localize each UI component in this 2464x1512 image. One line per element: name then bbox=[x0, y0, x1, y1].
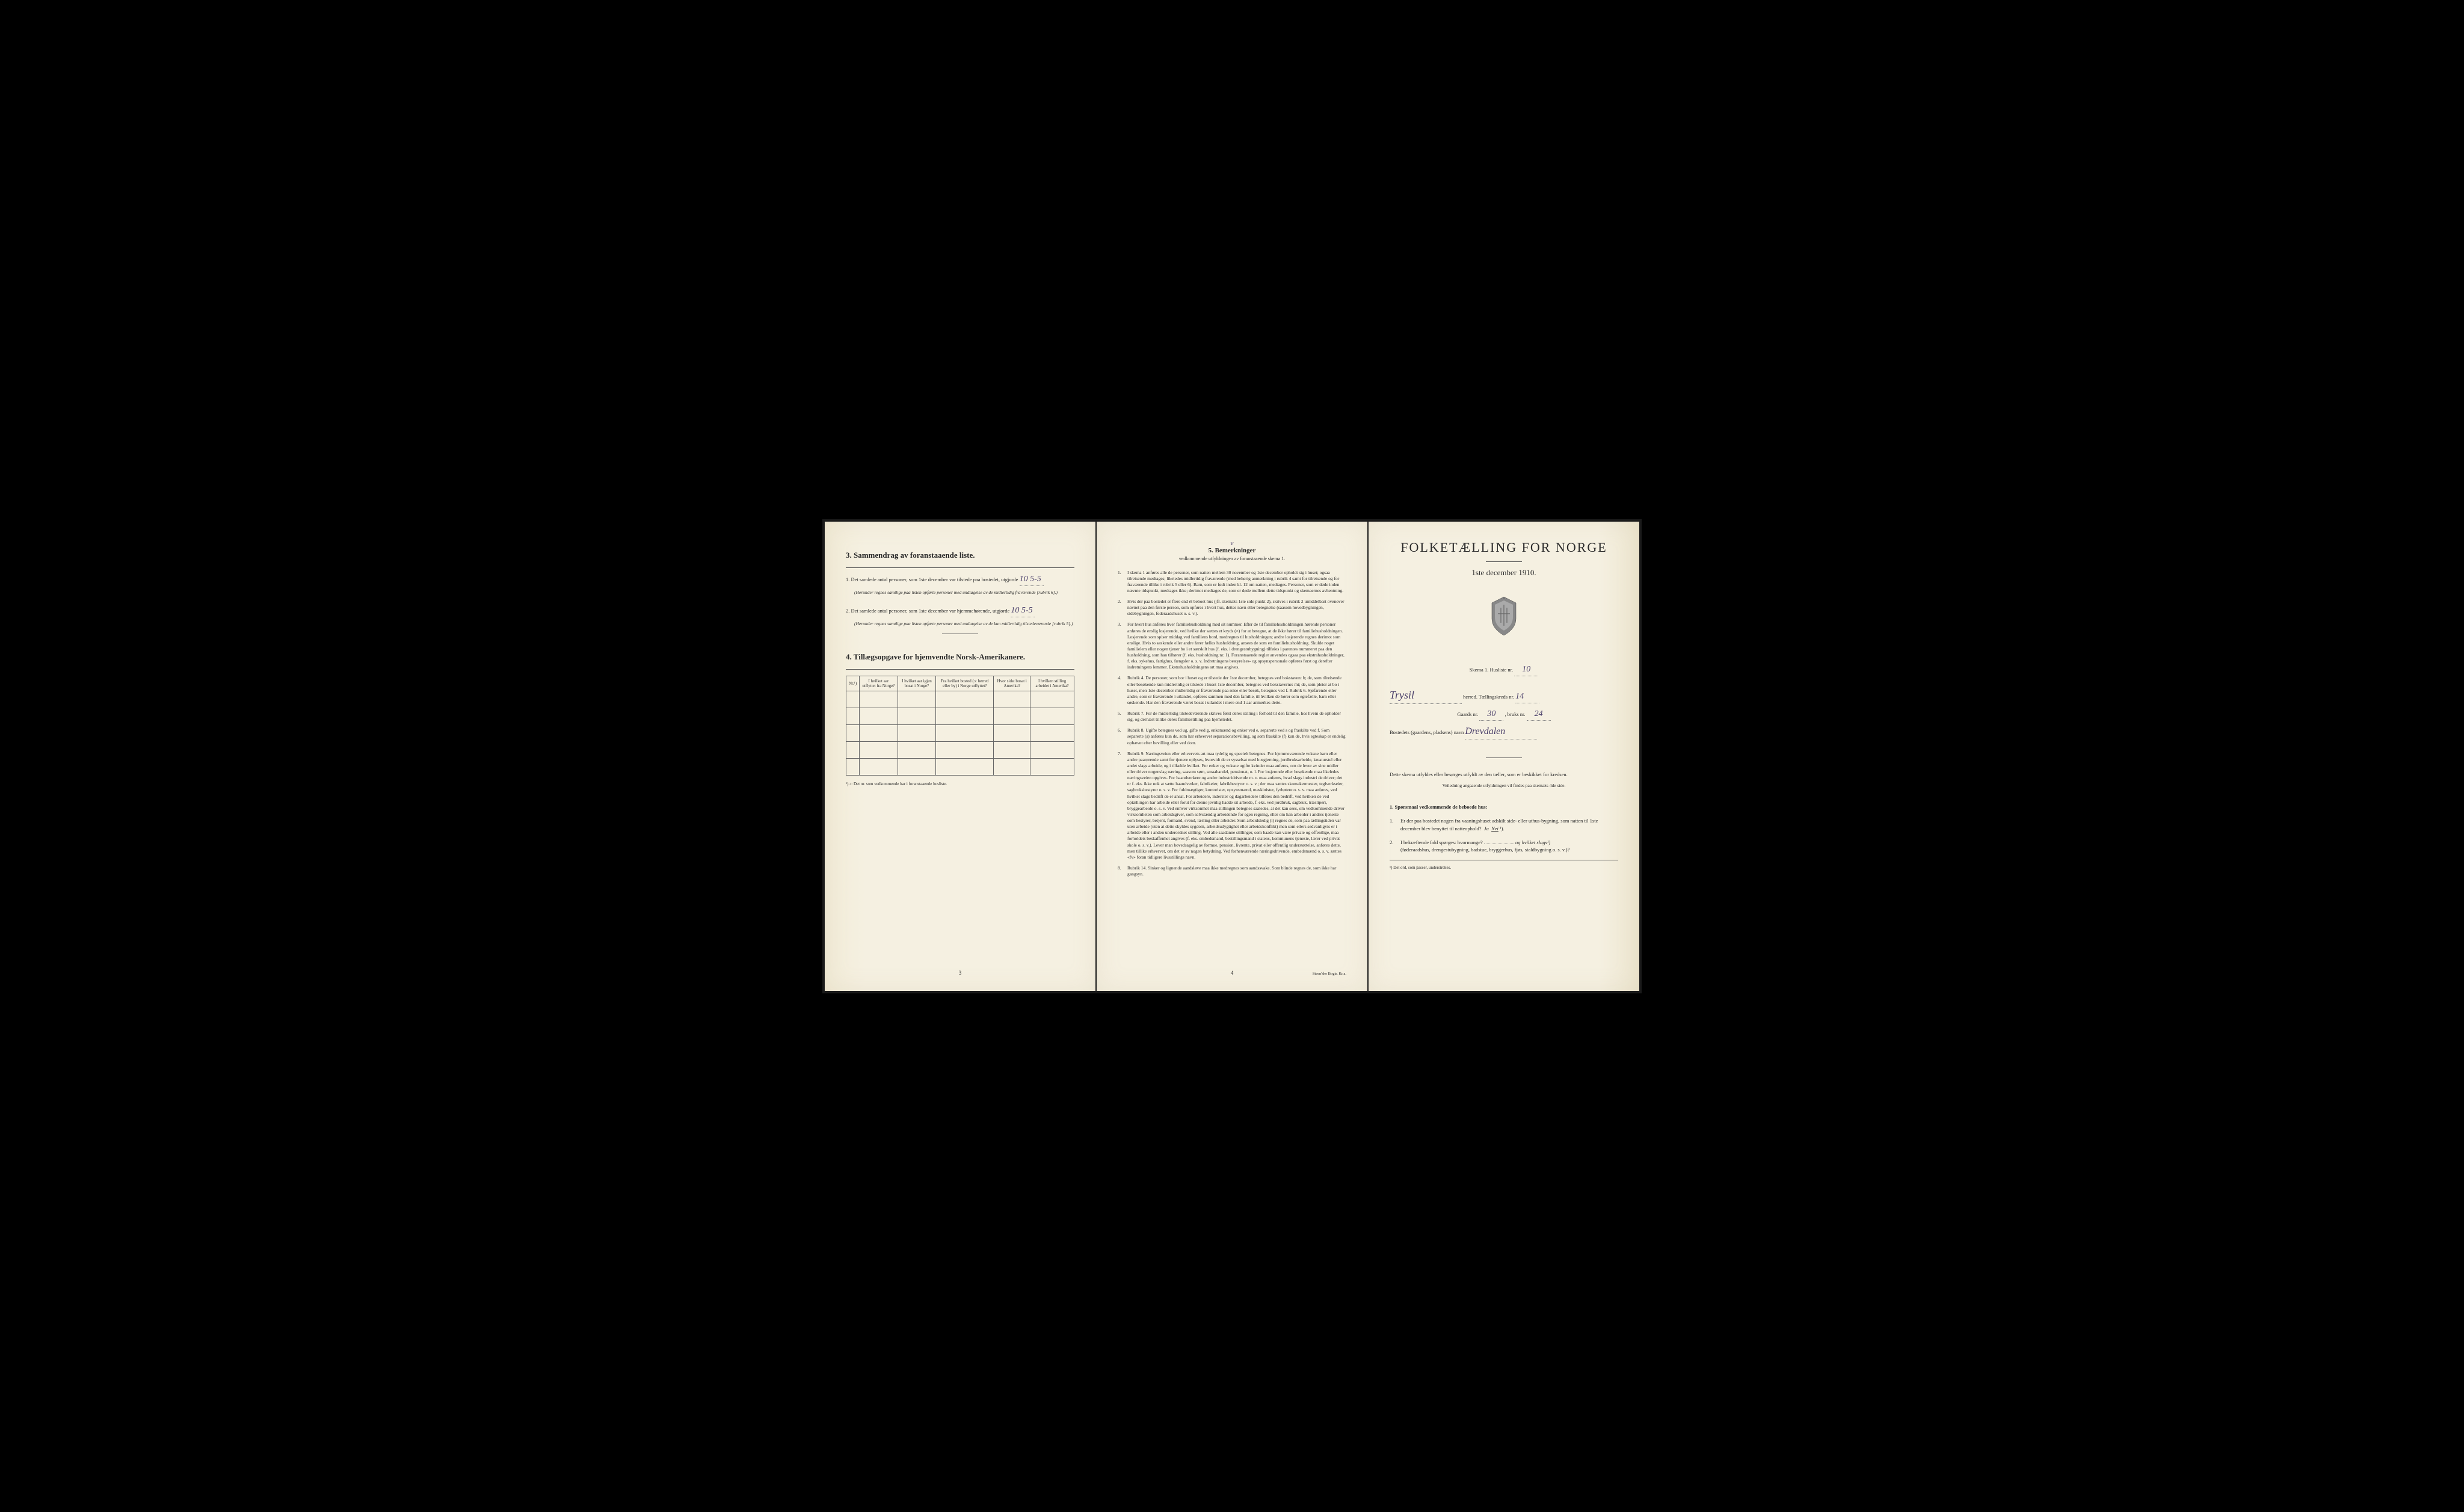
printer-note: Steen'ske Bogtr. Kr.a. bbox=[1313, 972, 1346, 976]
remark-6: 6.Rubrik 8. Ugifte betegnes ved ug, gift… bbox=[1127, 727, 1346, 745]
bruks-nr: 24 bbox=[1527, 708, 1551, 721]
remark-8: 8.Rubrik 14. Sinker og lignende aandsløv… bbox=[1127, 865, 1346, 877]
handwritten-total-resident: 10 5-5 bbox=[1011, 604, 1035, 617]
col-america-job: I hvilken stilling arbeidet i Amerika? bbox=[1030, 676, 1074, 691]
question-1: 1. Er der paa bostedet nogen fra vaaning… bbox=[1390, 817, 1618, 833]
remark-7: 7.Rubrik 9. Næringsveien eller erhvervet… bbox=[1127, 751, 1346, 860]
table-body bbox=[846, 691, 1074, 776]
col-america-where: Hvor sidst bosat i Amerika? bbox=[994, 676, 1030, 691]
section-4-heading: 4. Tillægsopgave for hjemvendte Norsk-Am… bbox=[846, 652, 1074, 662]
item-2-note: (Herunder regnes samtlige paa listen opf… bbox=[846, 621, 1074, 628]
divider bbox=[846, 567, 1074, 568]
page-footnote: ¹) Det ord, som passer, understrekes. bbox=[1390, 865, 1618, 870]
remarks-list: 1.I skema 1 anføres alle de personer, so… bbox=[1118, 570, 1346, 878]
guidance-text: Veiledning angaaende utfyldningen vil fi… bbox=[1390, 783, 1618, 789]
page-number: 4 bbox=[1231, 970, 1234, 976]
page-4: v 5. Bemerkninger vedkommende utfyldning… bbox=[1097, 522, 1367, 991]
item-1-note: (Herunder regnes samtlige paa listen opf… bbox=[846, 590, 1074, 596]
handwritten-mark: v bbox=[1118, 540, 1346, 547]
divider bbox=[1486, 561, 1522, 562]
answer-nei-underlined: Nei bbox=[1491, 825, 1498, 832]
page-3: 3. Sammendrag av foranstaaende liste. 1.… bbox=[825, 522, 1095, 991]
remark-2: 2.Hvis der paa bostedet er flere end ét … bbox=[1127, 599, 1346, 617]
remark-3: 3.For hvert hus anføres hver familiehush… bbox=[1127, 622, 1346, 670]
bosted-name: Drevdalen bbox=[1465, 724, 1537, 739]
q1-heading: 1. Spørsmaal vedkommende de beboede hus: bbox=[1390, 803, 1618, 811]
census-date: 1ste december 1910. bbox=[1390, 568, 1618, 578]
remark-5: 5.Rubrik 7. For de midlertidig tilstedev… bbox=[1127, 711, 1346, 723]
emigrant-table: Nr.¹) I hvilket aar utflyttet fra Norge?… bbox=[846, 676, 1074, 776]
divider bbox=[846, 669, 1074, 670]
instruction-text: Dette skema utfyldes eller besørges utfy… bbox=[1390, 770, 1618, 779]
table-row bbox=[846, 708, 1074, 725]
crest-icon bbox=[1486, 596, 1522, 638]
handwritten-total-present: 10 5-5 bbox=[1020, 573, 1044, 586]
col-year-back: I hvilket aar igjen bosat i Norge? bbox=[898, 676, 936, 691]
page-title: FOLKETÆLLING FOR NORGE 1ste december 191… bbox=[1369, 522, 1639, 991]
question-2: 2. I bekræftende fald spørges: hvormange… bbox=[1390, 839, 1618, 854]
page-number: 3 bbox=[959, 970, 962, 976]
husliste-nr: 10 bbox=[1514, 663, 1538, 676]
remark-1: 1.I skema 1 anføres alle de personer, so… bbox=[1127, 570, 1346, 594]
table-row bbox=[846, 759, 1074, 776]
gaards-line: Gaards nr. 30 , bruks nr. 24 bbox=[1390, 708, 1618, 721]
col-nr: Nr.¹) bbox=[846, 676, 860, 691]
section-5-heading: 5. Bemerkninger bbox=[1118, 547, 1346, 554]
bosted-line: Bostedets (gaardens, pladsens) navn Drev… bbox=[1390, 724, 1618, 739]
norway-crest bbox=[1390, 596, 1618, 639]
table-row bbox=[846, 742, 1074, 759]
herred-name: Trysil bbox=[1390, 687, 1462, 704]
summary-item-2: 2. Det samlede antal personer, som 1ste … bbox=[846, 604, 1074, 617]
table-row bbox=[846, 725, 1074, 742]
summary-item-1: 1. Det samlede antal personer, som 1ste … bbox=[846, 573, 1074, 586]
col-from-where: Fra hvilket bosted (ɔ: herred eller by) … bbox=[936, 676, 994, 691]
table-row bbox=[846, 691, 1074, 708]
document-spread: 3. Sammendrag av foranstaaende liste. 1.… bbox=[822, 519, 1642, 993]
herred-line: Trysil herred. Tællingskreds nr. 14 bbox=[1390, 687, 1618, 704]
col-year-out: I hvilket aar utflyttet fra Norge? bbox=[860, 676, 898, 691]
skema-line: Skema 1. Husliste nr. 10 bbox=[1390, 663, 1618, 676]
gaards-nr: 30 bbox=[1479, 708, 1503, 721]
section-3-heading: 3. Sammendrag av foranstaaende liste. bbox=[846, 551, 1074, 560]
kreds-nr: 14 bbox=[1515, 690, 1539, 703]
table-header-row: Nr.¹) I hvilket aar utflyttet fra Norge?… bbox=[846, 676, 1074, 691]
main-title: FOLKETÆLLING FOR NORGE bbox=[1390, 540, 1618, 555]
section-5-subtitle: vedkommende utfyldningen av foranstaaend… bbox=[1118, 556, 1346, 561]
table-footnote: ¹) ɔ: Det nr. som vedkommende har i fora… bbox=[846, 782, 1074, 786]
remark-4: 4.Rubrik 4. De personer, som bor i huset… bbox=[1127, 675, 1346, 706]
